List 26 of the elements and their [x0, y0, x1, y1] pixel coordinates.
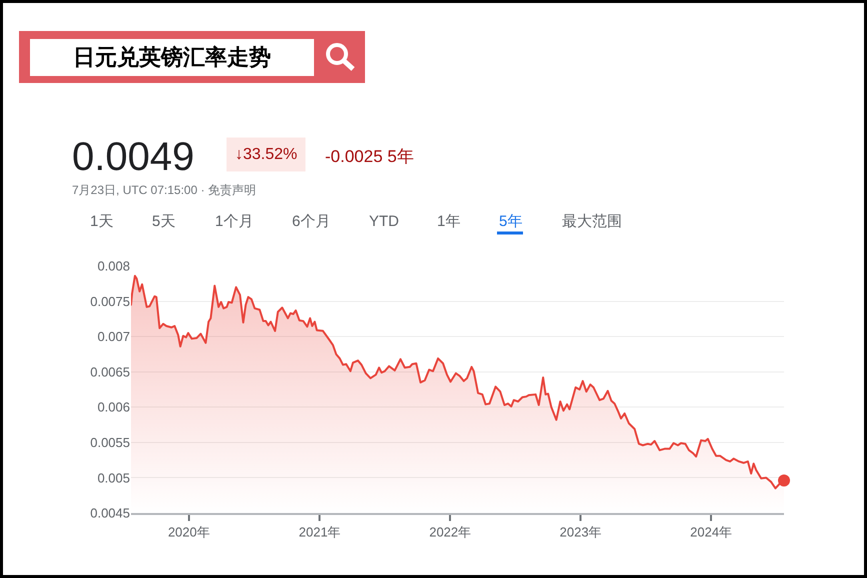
- y-tick-label: 0.007: [97, 329, 130, 344]
- text: -0.0025 5年: [325, 147, 414, 166]
- text: 最大范围: [562, 213, 622, 230]
- y-tick-label: 0.0045: [90, 506, 130, 521]
- x-tick-label: 2021年: [298, 524, 341, 540]
- text: 5年: [499, 213, 522, 230]
- y-tick-label: 0.006: [97, 400, 130, 415]
- y-tick-label: 0.005: [97, 470, 130, 486]
- chart-title: 日元兑英镑汇率走势: [73, 44, 271, 70]
- text: 7月23日, UTC 07:15:00 · 免责声明: [72, 183, 256, 197]
- text: 5天: [152, 213, 176, 230]
- x-tick-label: 2022年: [429, 524, 472, 540]
- text: 0.0049: [72, 135, 194, 179]
- x-tick-label: 2024年: [690, 524, 732, 540]
- y-tick-label: 0.0075: [90, 294, 130, 309]
- text: ↓33.52%: [235, 146, 298, 163]
- x-tick-label: 2023年: [560, 524, 602, 540]
- text: YTD: [369, 213, 400, 230]
- y-tick-label: 0.0055: [90, 434, 130, 450]
- text: 1个月: [215, 213, 254, 230]
- y-tick-label: 0.0065: [90, 364, 130, 380]
- y-tick-label: 0.008: [97, 258, 130, 274]
- x-tick-label: 2020年: [168, 524, 210, 540]
- text: 1天: [90, 213, 114, 230]
- text: 1年: [437, 213, 460, 230]
- text: 6个月: [292, 213, 330, 230]
